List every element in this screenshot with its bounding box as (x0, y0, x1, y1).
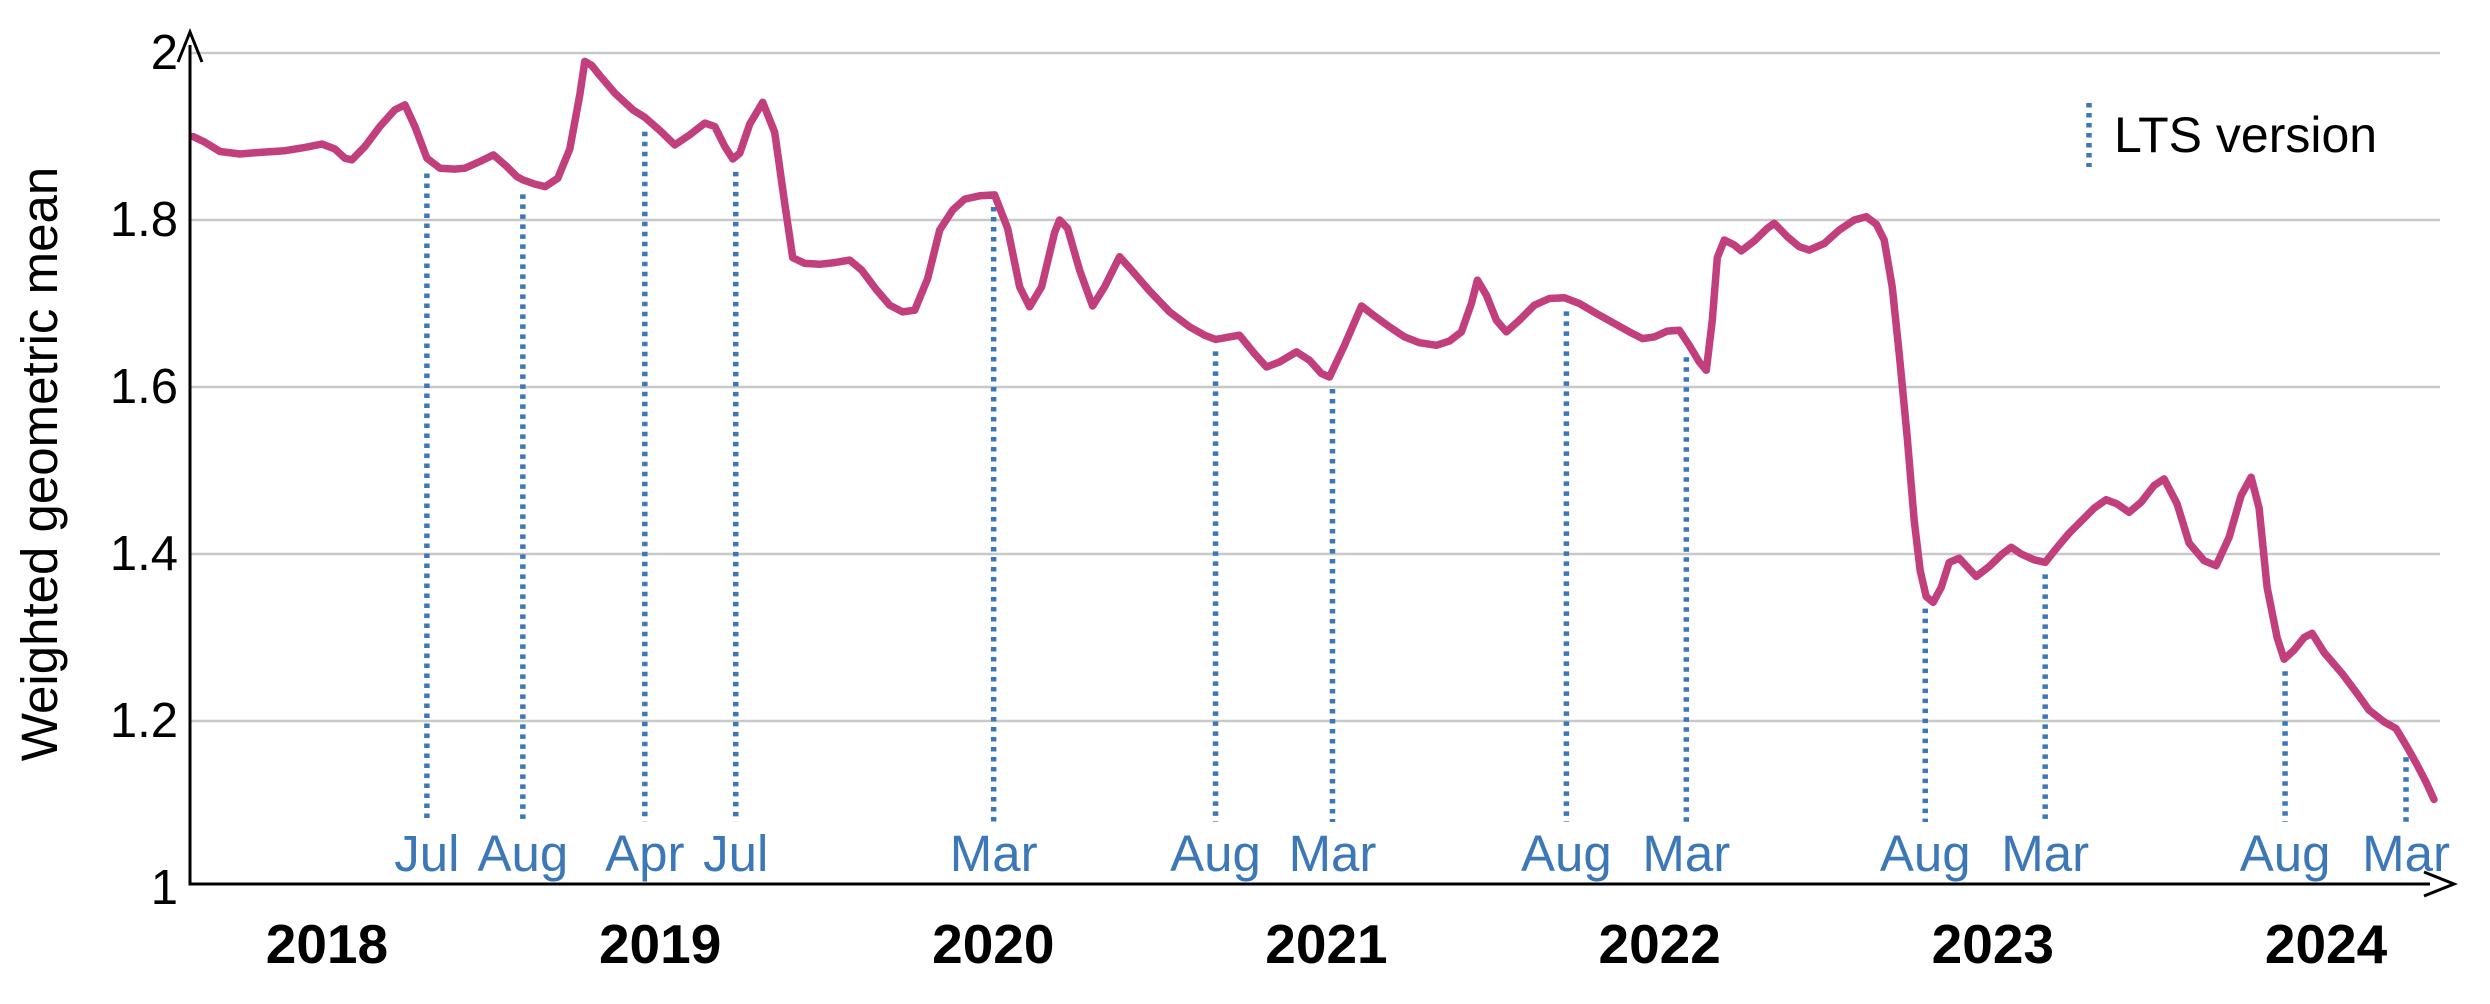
lts-month-label: Apr (605, 825, 685, 882)
year-tick-label: 2020 (932, 913, 1055, 975)
lts-month-label: Jul (394, 825, 460, 882)
lts-month-label: Mar (2001, 825, 2090, 882)
y-tick-label: 1.6 (109, 360, 178, 414)
year-tick-label: 2018 (265, 913, 389, 975)
lts-month-label: Mar (1642, 825, 1731, 882)
year-tick-label: 2019 (598, 913, 722, 975)
year-tick-label: 2023 (1931, 913, 2055, 975)
year-tick-label: 2022 (1598, 913, 1721, 975)
lts-month-label: Mar (2362, 825, 2450, 882)
lts-month-label: Aug (1879, 825, 1971, 882)
legend: LTS version (2082, 100, 2377, 170)
y-tick-label: 1.4 (109, 527, 178, 581)
y-axis-title: Weighted geometric mean (11, 166, 68, 762)
lts-month-label: Aug (1521, 825, 1612, 882)
legend-label: LTS version (2114, 107, 2378, 163)
legend-lts-line-icon (2086, 103, 2092, 167)
y-tick-label: 1.2 (109, 694, 178, 748)
y-tick-label: 2 (150, 26, 178, 80)
y-tick-label: 1.8 (109, 193, 178, 247)
series-line (189, 57, 2438, 804)
lts-month-label: Jul (703, 825, 769, 882)
lts-month-label: Aug (1170, 825, 1261, 882)
y-axis-arrowhead (176, 27, 204, 63)
lts-month-label: Aug (2239, 825, 2331, 882)
lts-month-label: Aug (477, 825, 569, 882)
year-tick-label: 2024 (2264, 913, 2388, 975)
y-tick-label: 1 (150, 861, 178, 915)
lts-month-label: Mar (949, 825, 1038, 882)
year-tick-label: 2021 (1265, 913, 1388, 975)
x-axis-arrowhead (2423, 870, 2459, 898)
lts-month-label: Mar (1288, 825, 1377, 882)
